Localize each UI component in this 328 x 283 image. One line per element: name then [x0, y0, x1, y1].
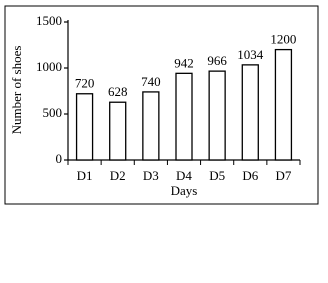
data-label: 1034	[237, 47, 264, 62]
x-tick-label: D7	[275, 168, 291, 183]
x-tick-label: D4	[176, 168, 192, 183]
y-tick-label: 1500	[36, 13, 62, 28]
x-tick-label: D1	[77, 168, 93, 183]
y-tick-label: 1000	[36, 59, 62, 74]
data-label: 966	[207, 53, 227, 68]
data-label: 720	[75, 76, 95, 91]
bar	[208, 70, 226, 161]
data-label: 628	[108, 84, 128, 99]
y-axis-label: Number of shoes	[9, 46, 24, 135]
data-label: 942	[174, 55, 194, 70]
bar	[142, 91, 160, 161]
x-tick-label: D5	[209, 168, 225, 183]
x-tick-label: D2	[110, 168, 126, 183]
x-tick-label: D6	[242, 168, 258, 183]
data-label: 740	[141, 74, 161, 89]
data-label: 1200	[270, 32, 296, 47]
bar	[109, 101, 127, 161]
bar	[241, 64, 259, 161]
x-axis-label: Days	[171, 183, 198, 198]
y-tick-label: 500	[43, 105, 63, 120]
bar	[274, 48, 293, 161]
chart-frame	[4, 5, 319, 205]
y-tick-label: 0	[56, 151, 63, 166]
bar	[175, 72, 193, 161]
bar	[75, 93, 94, 161]
x-tick-label: D3	[143, 168, 159, 183]
